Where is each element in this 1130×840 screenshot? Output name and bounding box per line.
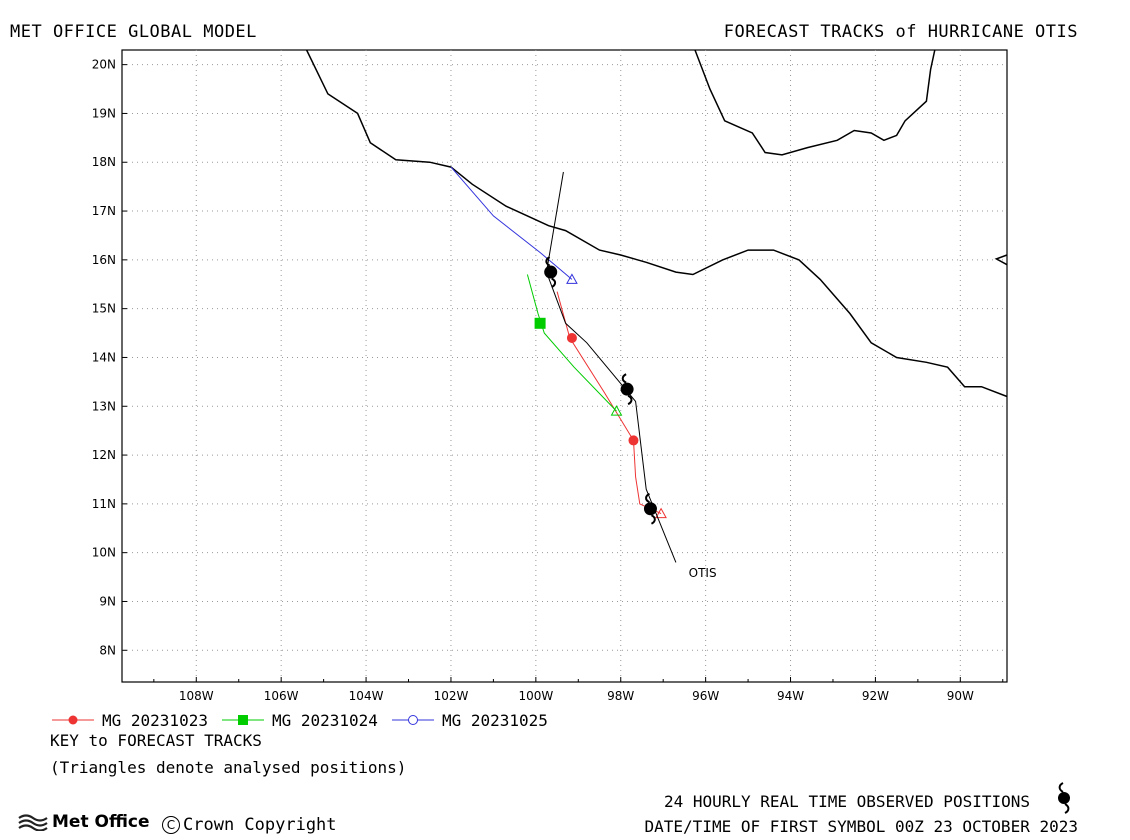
lon-tick-label: 104W [349,689,384,700]
forecast-track-line [450,166,573,280]
hurricane-arm [545,256,551,267]
lon-tick-label: 92W [862,689,889,700]
legend-label: MG 20231023 [102,710,208,730]
forecast-marker-circle [566,332,577,343]
copyright-icon: C [162,816,180,834]
header-right-title: FORECAST TRACKS of HURRICANE OTIS [723,22,1078,42]
coastline [694,49,936,156]
analysed-position-triangle [566,273,578,284]
lat-tick-label: 19N [92,106,116,120]
lon-tick-label: 100W [518,689,553,700]
hurricane-eye [643,502,657,516]
key-note: (Triangles denote analysed positions) [50,758,407,777]
hurricane-arm [645,492,650,504]
met-office-logo: Met Office [18,812,150,832]
lat-tick-label: 12N [92,448,116,462]
lat-tick-label: 17N [92,204,116,218]
lon-tick-label: 94W [777,689,804,700]
lon-tick-label: 90W [947,689,974,700]
hurricane-arm [621,373,627,384]
legend-label: MG 20231024 [271,710,378,730]
hurricane-eye [620,382,634,396]
legend-label: MG 20231025 [441,710,548,730]
hurricane-arm [627,394,633,406]
lat-tick-label: 16N [92,253,116,267]
copyright: C Crown Copyright [162,815,337,835]
storm-label: OTIS [689,566,717,580]
map-frame [121,49,1008,683]
key-title: KEY to FORECAST TRACKS [50,731,262,750]
blue-open-circle-marker-icon [391,715,434,725]
lon-tick-label: 98W [607,689,634,700]
forecast-tracks [450,166,667,519]
track-map: 108W 106W 104W 102W 100W 98W 96W 94W 92W 90W 20N 19… [92,49,1008,700]
lon-tick-label: 102W [434,689,469,700]
forecast-marker-circle [628,435,639,446]
logo-text: Met Office [52,812,150,832]
met-office-waves-icon [18,814,48,831]
analysed-position-triangle [610,405,623,416]
hurricane-symbol-icon [1058,782,1070,814]
lon-tick-label: 108W [179,689,214,700]
observed-positions-note: 24 HOURLY REAL TIME OBSERVED POSITIONS [663,792,1030,811]
hurricane-symbol [544,256,558,288]
legend-item-mg-20231024: MG 20231024 [221,710,378,730]
first-symbol-datetime: DATE/TIME OF FIRST SYMBOL 00Z 23 OCTOBER… [644,817,1078,836]
red-circle-marker-icon [52,715,94,725]
legend-item-mg-20231025: MG 20231025 [391,710,548,730]
forecast-track-line [526,274,617,412]
hurricane-eye [544,265,558,279]
map-ticks: 108W 106W 104W 102W 100W 98W 96W 94W 92W 90W 20N 19… [92,58,1004,700]
header-left-title: MET OFFICE GLOBAL MODEL [10,22,257,42]
copyright-text: Crown Copyright [183,815,337,835]
lat-tick-label: 10N [92,546,116,560]
analysed-position-triangle [655,507,667,519]
hurricane-arm [650,514,656,525]
green-square-marker-icon [221,715,264,725]
lat-tick-label: 9N [99,594,116,608]
lat-tick-label: 14N [92,350,116,364]
coastline [994,254,1008,266]
legend-item-mg-20231023: MG 20231023 [52,711,208,730]
hurricane-arm [551,277,557,288]
forecast-marker-square [534,317,546,329]
lat-tick-label: 20N [92,58,116,72]
lat-tick-label: 15N [92,302,116,316]
observed-track [544,171,677,563]
lon-tick-label: 106W [264,689,299,700]
lon-tick-label: 96W [692,689,719,700]
hurricane-symbol [620,373,634,406]
hurricane-symbol [643,492,657,525]
map-grid [122,50,1007,682]
lat-tick-label: 18N [92,155,116,169]
lat-tick-label: 11N [92,497,116,511]
coastline [305,49,1008,398]
legend: MG 20231023 MG 20231024 MG 20231025 [52,710,562,730]
lat-tick-label: 8N [99,643,116,657]
coastlines [305,49,1008,398]
lat-tick-label: 13N [92,399,116,413]
